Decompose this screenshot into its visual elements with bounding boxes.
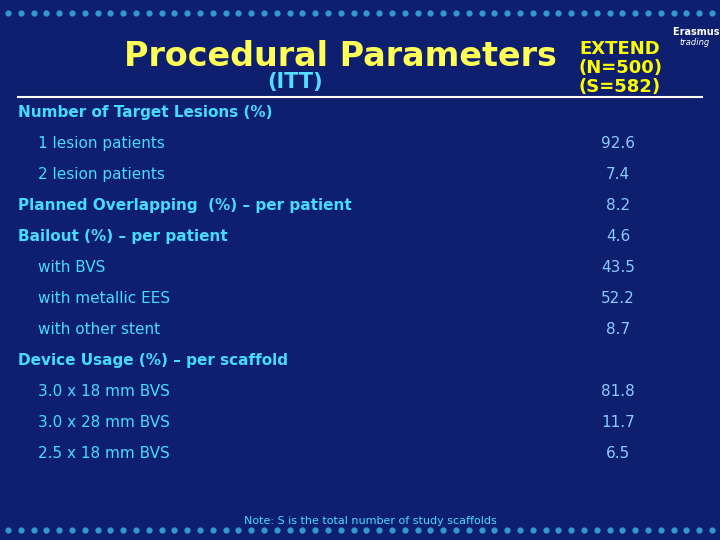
Text: Bailout (%) – per patient: Bailout (%) – per patient	[18, 229, 228, 244]
Text: 81.8: 81.8	[601, 384, 635, 399]
Text: 4.6: 4.6	[606, 229, 630, 244]
Text: 1 lesion patients: 1 lesion patients	[38, 136, 165, 151]
Text: Number of Target Lesions (%): Number of Target Lesions (%)	[18, 105, 272, 120]
Text: with BVS: with BVS	[38, 260, 105, 275]
Text: trading: trading	[679, 38, 709, 47]
Text: Note: S is the total number of study scaffolds: Note: S is the total number of study sca…	[243, 516, 496, 526]
Text: 3.0 x 28 mm BVS: 3.0 x 28 mm BVS	[38, 415, 170, 430]
Text: 3.0 x 18 mm BVS: 3.0 x 18 mm BVS	[38, 384, 170, 399]
Text: Device Usage (%) – per scaffold: Device Usage (%) – per scaffold	[18, 353, 288, 368]
Text: with metallic EES: with metallic EES	[38, 291, 170, 306]
Text: with other stent: with other stent	[38, 322, 160, 337]
Text: (S=582): (S=582)	[579, 78, 661, 96]
Text: 43.5: 43.5	[601, 260, 635, 275]
Text: Planned Overlapping  (%) – per patient: Planned Overlapping (%) – per patient	[18, 198, 352, 213]
Text: 52.2: 52.2	[601, 291, 635, 306]
Text: 6.5: 6.5	[606, 446, 630, 461]
Text: (ITT): (ITT)	[267, 72, 323, 92]
Text: 92.6: 92.6	[601, 136, 635, 151]
Text: Procedural Parameters: Procedural Parameters	[124, 40, 557, 73]
Text: 8.2: 8.2	[606, 198, 630, 213]
Text: 2.5 x 18 mm BVS: 2.5 x 18 mm BVS	[38, 446, 170, 461]
Text: (N=500): (N=500)	[578, 59, 662, 77]
Text: 11.7: 11.7	[601, 415, 635, 430]
Text: EXTEND: EXTEND	[580, 40, 660, 58]
Text: Erasmus MC: Erasmus MC	[673, 27, 720, 37]
Text: 2 lesion patients: 2 lesion patients	[38, 167, 165, 182]
Text: 7.4: 7.4	[606, 167, 630, 182]
Text: 8.7: 8.7	[606, 322, 630, 337]
